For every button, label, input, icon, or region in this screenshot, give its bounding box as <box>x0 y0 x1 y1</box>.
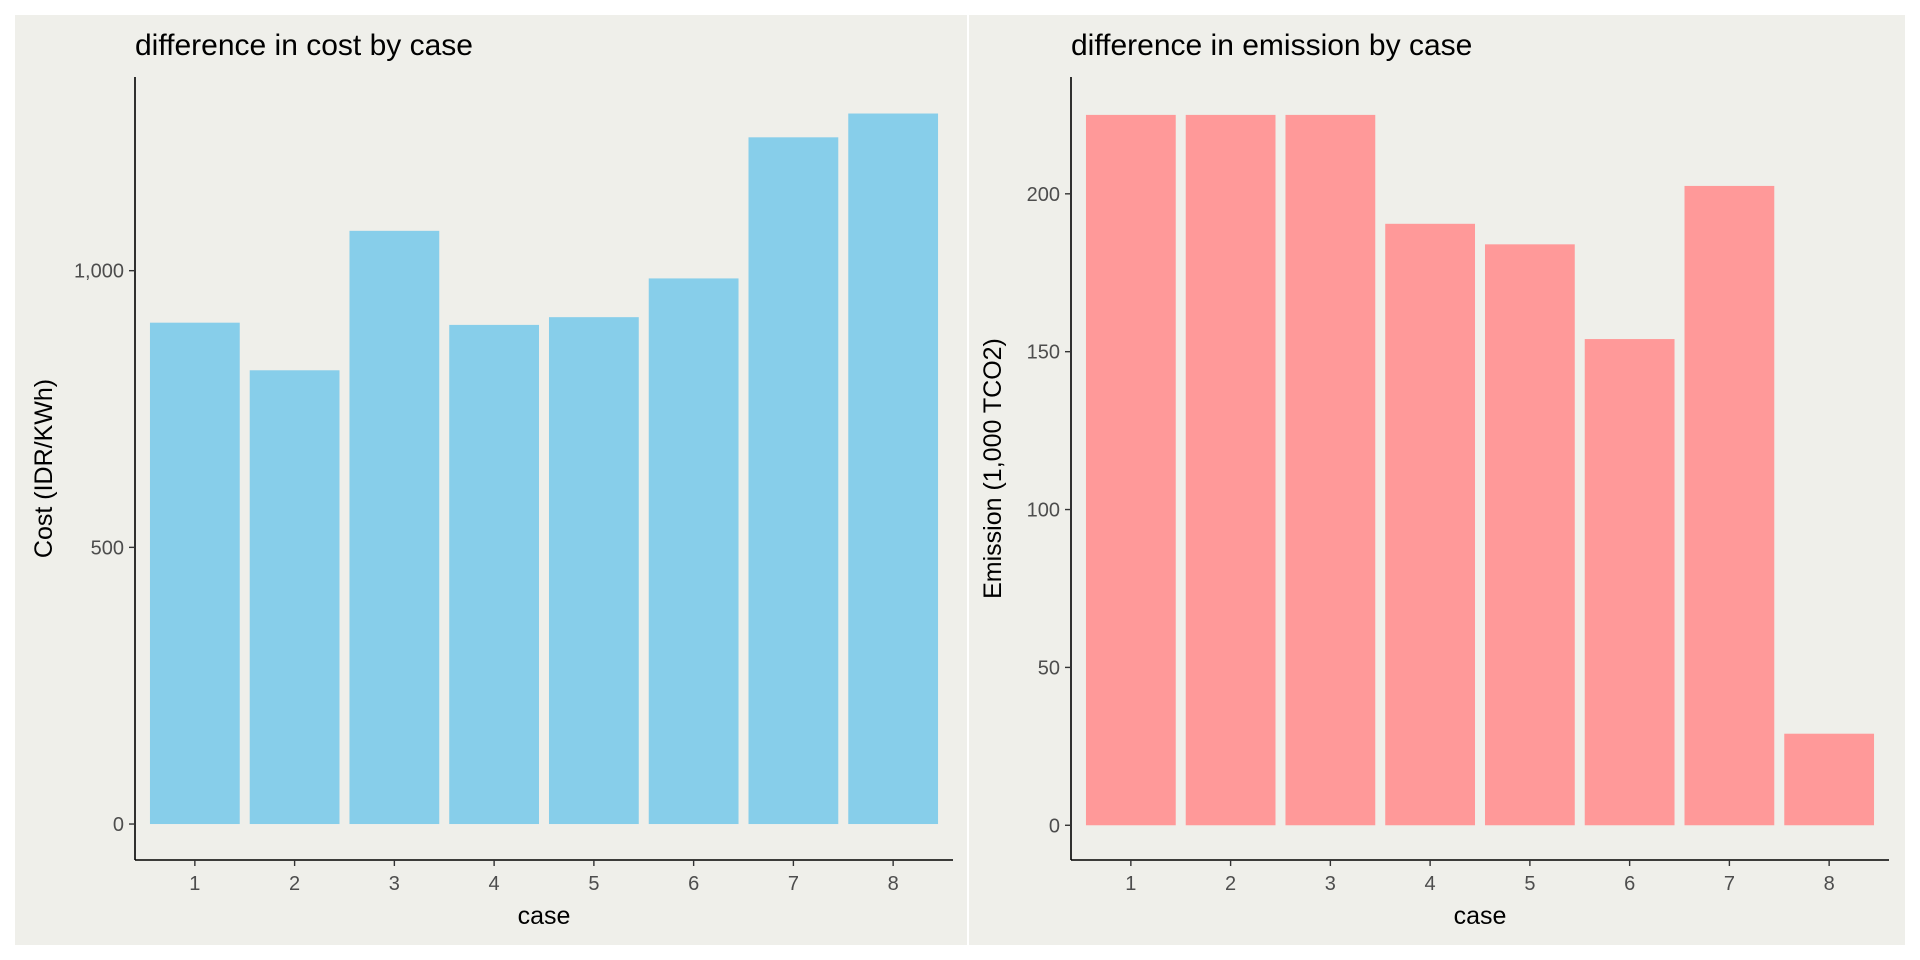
emission-x-tick-label: 4 <box>1425 873 1436 895</box>
cost-x-tick-label: 2 <box>289 873 300 895</box>
emission-y-axis-title: Emission (1,000 TCO2) <box>979 338 1007 599</box>
cost-y-tick-label: 500 <box>91 537 124 559</box>
emission-bar-case-1 <box>1085 114 1176 826</box>
cost-bar-case-1 <box>149 322 240 825</box>
emission-bar-case-8 <box>1784 733 1875 826</box>
cost-y-tick-label: 0 <box>113 814 124 836</box>
cost-x-tick-label: 1 <box>189 873 200 895</box>
cost-x-axis-title: case <box>518 902 571 930</box>
emission-x-tick-label: 8 <box>1824 873 1835 895</box>
cost-bar-case-6 <box>648 278 739 825</box>
cost-x-tick-label: 5 <box>588 873 599 895</box>
cost-chart-panel: difference in cost by case 0 500 1,000 1 2 3 4 5… <box>15 15 967 945</box>
cost-x-tick-label: 6 <box>688 873 699 895</box>
emission-x-tick-label: 3 <box>1325 873 1336 895</box>
emission-bar-case-3 <box>1285 114 1376 826</box>
cost-bar-case-3 <box>349 230 440 825</box>
cost-bar-case-8 <box>848 113 939 825</box>
emission-bar-case-7 <box>1684 185 1775 826</box>
emission-x-tick-label: 1 <box>1125 873 1136 895</box>
cost-x-tick-label: 8 <box>888 873 899 895</box>
emission-bar-case-2 <box>1185 114 1276 826</box>
emission-bar-case-4 <box>1385 223 1476 826</box>
cost-bar-case-7 <box>748 137 839 825</box>
emission-chart-title: difference in emission by case <box>1071 29 1472 62</box>
emission-y-tick-label: 100 <box>1027 500 1060 522</box>
emission-y-tick-label: 0 <box>1049 815 1060 837</box>
emission-x-tick-label: 5 <box>1524 873 1535 895</box>
emission-chart-panel: difference in emission by case 0 50 100 150 2… <box>969 15 1905 945</box>
cost-bar-case-5 <box>548 317 639 825</box>
emission-chart: difference in emission by case 0 50 100 150 2… <box>979 29 1889 930</box>
emission-x-tick-label: 7 <box>1724 873 1735 895</box>
cost-x-tick-label: 3 <box>389 873 400 895</box>
emission-y-tick-label: 150 <box>1027 342 1060 364</box>
cost-y-tick-label: 1,000 <box>74 261 124 283</box>
cost-chart-title: difference in cost by case <box>135 29 473 62</box>
cost-bar-case-4 <box>449 324 540 825</box>
emission-x-axis-title: case <box>1454 902 1507 930</box>
cost-x-tick-label: 7 <box>788 873 799 895</box>
emission-x-tick-label: 6 <box>1624 873 1635 895</box>
emission-bar-case-5 <box>1484 244 1575 826</box>
emission-x-tick-label: 2 <box>1225 873 1236 895</box>
emission-bar-case-6 <box>1584 339 1675 826</box>
emission-y-tick-label: 200 <box>1027 184 1060 206</box>
cost-x-tick-label: 4 <box>489 873 500 895</box>
cost-chart: difference in cost by case 0 500 1,000 1 2 3 4 5… <box>30 29 953 930</box>
emission-y-tick-label: 50 <box>1038 657 1060 679</box>
cost-y-axis-title: Cost (IDR/KWh) <box>30 379 58 558</box>
cost-bar-case-2 <box>249 370 340 825</box>
